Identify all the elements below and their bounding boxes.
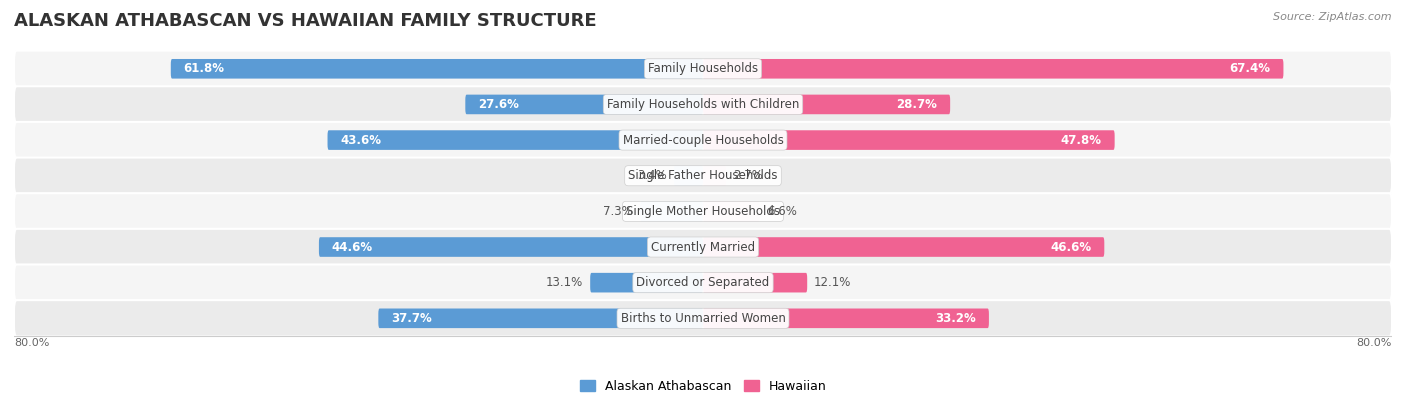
Text: 80.0%: 80.0% (1357, 338, 1392, 348)
Text: Family Households with Children: Family Households with Children (607, 98, 799, 111)
FancyBboxPatch shape (14, 122, 1392, 158)
FancyBboxPatch shape (319, 237, 703, 257)
FancyBboxPatch shape (14, 300, 1392, 337)
Text: 6.6%: 6.6% (766, 205, 797, 218)
Legend: Alaskan Athabascan, Hawaiian: Alaskan Athabascan, Hawaiian (575, 375, 831, 395)
Text: 27.6%: 27.6% (478, 98, 519, 111)
Text: 80.0%: 80.0% (14, 338, 49, 348)
Text: Source: ZipAtlas.com: Source: ZipAtlas.com (1274, 12, 1392, 22)
FancyBboxPatch shape (14, 158, 1392, 194)
FancyBboxPatch shape (703, 95, 950, 114)
FancyBboxPatch shape (328, 130, 703, 150)
Text: Currently Married: Currently Married (651, 241, 755, 254)
Text: 61.8%: 61.8% (184, 62, 225, 75)
Text: 28.7%: 28.7% (897, 98, 938, 111)
FancyBboxPatch shape (673, 166, 703, 186)
Text: ALASKAN ATHABASCAN VS HAWAIIAN FAMILY STRUCTURE: ALASKAN ATHABASCAN VS HAWAIIAN FAMILY ST… (14, 12, 596, 30)
FancyBboxPatch shape (703, 308, 988, 328)
Text: 47.8%: 47.8% (1060, 134, 1102, 147)
FancyBboxPatch shape (703, 130, 1115, 150)
FancyBboxPatch shape (170, 59, 703, 79)
FancyBboxPatch shape (14, 229, 1392, 265)
Text: Births to Unmarried Women: Births to Unmarried Women (620, 312, 786, 325)
FancyBboxPatch shape (14, 265, 1392, 301)
FancyBboxPatch shape (703, 273, 807, 292)
Text: 13.1%: 13.1% (546, 276, 583, 289)
FancyBboxPatch shape (703, 237, 1104, 257)
FancyBboxPatch shape (378, 308, 703, 328)
FancyBboxPatch shape (14, 193, 1392, 229)
Text: 7.3%: 7.3% (603, 205, 633, 218)
Text: 12.1%: 12.1% (814, 276, 852, 289)
Text: 37.7%: 37.7% (391, 312, 432, 325)
Text: 67.4%: 67.4% (1229, 62, 1271, 75)
Text: 44.6%: 44.6% (332, 241, 373, 254)
Text: Divorced or Separated: Divorced or Separated (637, 276, 769, 289)
Text: 46.6%: 46.6% (1050, 241, 1091, 254)
FancyBboxPatch shape (703, 201, 759, 221)
Text: 3.4%: 3.4% (637, 169, 666, 182)
FancyBboxPatch shape (591, 273, 703, 292)
FancyBboxPatch shape (703, 59, 1284, 79)
Text: 33.2%: 33.2% (935, 312, 976, 325)
FancyBboxPatch shape (640, 201, 703, 221)
FancyBboxPatch shape (465, 95, 703, 114)
FancyBboxPatch shape (14, 86, 1392, 122)
FancyBboxPatch shape (14, 51, 1392, 87)
Text: Single Mother Households: Single Mother Households (626, 205, 780, 218)
Text: Married-couple Households: Married-couple Households (623, 134, 783, 147)
FancyBboxPatch shape (703, 166, 727, 186)
Text: Family Households: Family Households (648, 62, 758, 75)
Text: Single Father Households: Single Father Households (628, 169, 778, 182)
Text: 2.7%: 2.7% (733, 169, 763, 182)
Text: 43.6%: 43.6% (340, 134, 381, 147)
